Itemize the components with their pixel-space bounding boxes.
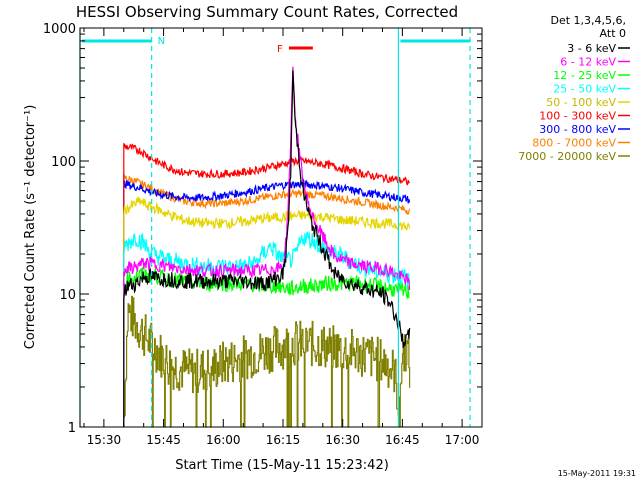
x-axis-label: Start Time (15-May-11 15:23:42)	[175, 458, 389, 473]
y-axis-label: Corrected Count Rate (s⁻¹ detector⁻¹)	[23, 105, 38, 350]
legend-label: 7000 - 20000 keV	[518, 150, 616, 163]
x-tick-label: 15:30	[87, 433, 122, 447]
series-line-0	[123, 70, 411, 427]
series-line-2	[123, 267, 410, 427]
legend-label: 100 - 300 keV	[539, 110, 616, 123]
chart-title: HESSI Observing Summary Count Rates, Cor…	[76, 3, 458, 21]
series-line-5	[123, 142, 411, 427]
y-tick-label: 1000	[43, 22, 76, 37]
legend-label: 12 - 25 keV	[553, 69, 616, 82]
x-tick-label: 16:30	[325, 433, 360, 447]
legend-label: 50 - 100 keV	[546, 96, 616, 109]
y-tick-label: 1	[68, 421, 76, 436]
series-line-7	[123, 173, 411, 427]
x-tick-label: 16:45	[385, 433, 420, 447]
series-line-6	[123, 178, 411, 427]
series-line-3	[123, 231, 411, 427]
plot-area: NF	[79, 28, 471, 428]
x-tick-label: 16:15	[266, 433, 301, 447]
night-label: N	[158, 36, 165, 47]
footer-date: 15-May-2011 19:31	[558, 469, 636, 478]
series-line-8	[123, 295, 411, 428]
x-tick-label: 16:00	[206, 433, 241, 447]
axes: 15:30 15:45 16:00 16:15 16:30 16:45 17:00 1 10 10…	[43, 22, 483, 447]
x-tick-label: 17:00	[445, 433, 480, 447]
series-line-1	[123, 66, 411, 427]
legend-label: 300 - 800 keV	[539, 123, 616, 136]
legend-label: 6 - 12 keV	[560, 56, 616, 69]
legend-header-line2: Att 0	[600, 27, 626, 40]
y-tick-label: 100	[51, 155, 76, 170]
legend-label: 3 - 6 keV	[567, 42, 616, 55]
legend-label: 25 - 50 keV	[553, 83, 616, 96]
x-tick-label: 15:45	[146, 433, 181, 447]
y-tick-label: 10	[59, 288, 76, 303]
plot-frame	[79, 27, 483, 428]
legend-label: 800 - 7000 keV	[532, 137, 616, 150]
legend-header-line1: Det 1,3,4,5,6,	[550, 14, 626, 27]
flare-label: F	[277, 44, 283, 55]
series-line-4	[123, 196, 411, 427]
